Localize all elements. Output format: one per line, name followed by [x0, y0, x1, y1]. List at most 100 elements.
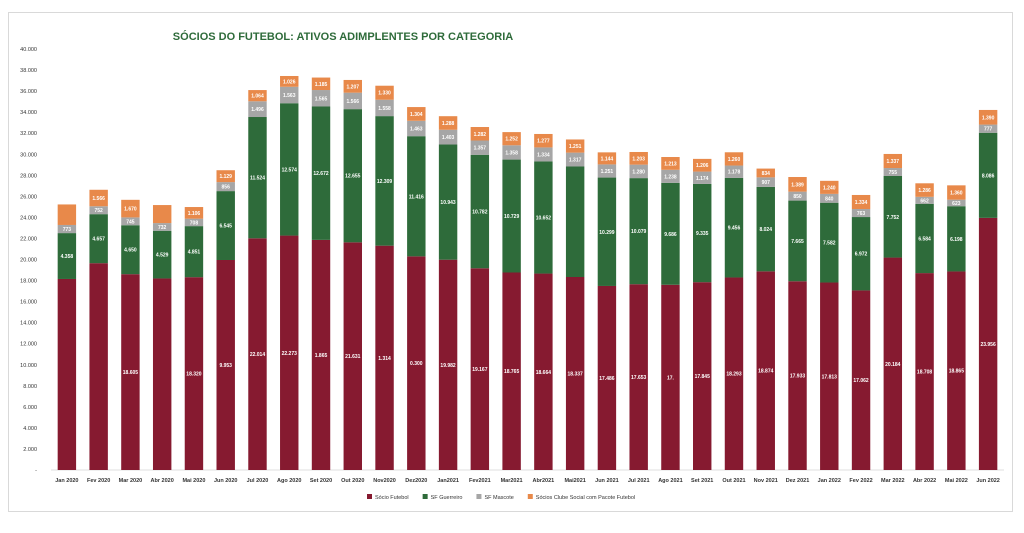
bar-segment: [438, 116, 458, 130]
bar-segment: [820, 202, 839, 283]
bar-segment: [438, 259, 458, 470]
data-label: 9.335: [696, 231, 709, 237]
bar-segment: [248, 238, 267, 470]
bar-stack: 22.014 11.524 1.496 1.064: [248, 90, 267, 470]
bar-segment: [248, 90, 267, 102]
data-label: 12.655: [345, 174, 361, 180]
bar-stack: 18.337 1.317 1.251: [565, 139, 585, 470]
data-label: 1.389: [791, 182, 804, 188]
x-axis: Jan 2020 Fev 2020 Mar 2020 Abr 2020 Mai 2020…: [55, 478, 1000, 484]
legend-label: Sócio Futebol: [375, 495, 409, 501]
data-label: 20.184: [885, 362, 901, 368]
data-label: 7.665: [791, 239, 804, 245]
data-label: 1.463: [410, 126, 423, 132]
data-label: 19.167: [472, 367, 488, 373]
data-label: 1.064: [251, 94, 264, 100]
data-label: 11.416: [409, 194, 424, 200]
data-label: 1.334: [537, 152, 550, 158]
bar-segment: [851, 194, 871, 210]
bar-segment: [89, 189, 108, 207]
category-label: Mai2021: [564, 478, 585, 484]
data-label: 10.079: [631, 229, 647, 235]
data-label: 856: [222, 185, 231, 191]
y-tick-label: 20.000: [20, 258, 37, 264]
bar-segment: [470, 140, 490, 155]
category-label: Jul 2020: [247, 478, 269, 484]
bar-segment: [57, 224, 77, 234]
data-label: 773: [63, 227, 72, 233]
bar-segment: [788, 281, 807, 470]
data-label: 18.874: [758, 369, 774, 375]
data-label: 10.299: [599, 230, 615, 236]
data-label: 1.670: [124, 207, 137, 213]
data-label: 17.845: [695, 374, 711, 380]
data-label: 1.277: [537, 139, 550, 145]
bar-segment: [756, 186, 775, 272]
category-label: Jul 2021: [628, 478, 650, 484]
bar-segment: [883, 175, 903, 258]
data-label: 18.664: [536, 370, 552, 376]
bar-segment: [756, 177, 775, 187]
bar-segment: [470, 154, 490, 269]
data-label: 10.943: [440, 200, 456, 206]
y-tick-label: 12.000: [20, 342, 37, 348]
legend-swatch: [476, 494, 482, 499]
bar-stack: 17.845 9.335 1.174 1.206: [693, 158, 712, 470]
bar-stack: 17.062 6.972 763 1.334: [851, 194, 871, 470]
data-label: 11.524: [250, 176, 265, 182]
category-label: Nov 2021: [754, 478, 778, 484]
data-label: 1.360: [950, 190, 963, 196]
y-tick-label: 22.000: [20, 236, 37, 242]
y-tick-label: 32.000: [20, 131, 37, 137]
data-label: 4.851: [188, 250, 201, 256]
bar-stack: 18.708 6.584 662 1.286: [915, 183, 934, 470]
y-tick-label: 6.000: [23, 405, 37, 411]
legend-swatch: [367, 494, 372, 499]
data-label: 0.300: [410, 361, 423, 367]
category-label: Jan 2020: [55, 478, 78, 484]
data-label: 18.865: [949, 369, 965, 375]
bar-segment: [89, 206, 108, 215]
bar-segment: [947, 199, 966, 207]
bar-segment: [152, 223, 172, 231]
bar-stack: 19.982 10.943 1.403 1.288: [438, 116, 458, 470]
data-label: 1.026: [283, 79, 296, 85]
bar-stack: 19.167 10.782 1.357 1.282: [470, 127, 490, 470]
bar-segment: [470, 127, 490, 141]
data-label: 1.563: [283, 93, 296, 99]
y-tick-label: 30.000: [20, 152, 37, 158]
data-label: 1.129: [219, 174, 232, 180]
chart-frame: SÓCIOS DO FUTEBOL: ATIVOS ADIMPLENTES PO…: [8, 12, 1013, 512]
data-label: 7.582: [823, 241, 836, 247]
bar-segment: [407, 256, 426, 470]
data-label: 1.865: [315, 353, 328, 359]
bar-segment: [915, 196, 934, 204]
bar-segment: [947, 185, 966, 200]
bar-segment: [534, 147, 553, 162]
category-label: Abr2021: [533, 478, 555, 484]
bar-stack: 22.273 12.574 1.563 1.026: [280, 75, 299, 470]
data-label: 1.565: [315, 96, 328, 102]
bar-segment: [311, 77, 331, 91]
bar-segment: [883, 257, 903, 470]
bar-segment: [756, 271, 775, 470]
bar-segment: [915, 183, 934, 197]
data-label: 1.317: [569, 158, 582, 164]
bar-segment: [661, 157, 680, 170]
data-label: 23.956: [980, 342, 996, 348]
data-label: 4.358: [61, 254, 74, 260]
bar-segment: [788, 200, 807, 282]
data-label: 1.286: [918, 188, 931, 194]
y-tick-label: 28.000: [20, 173, 37, 179]
bar-segment: [661, 284, 680, 470]
bar-segment: [629, 178, 648, 285]
y-tick-label: 34.000: [20, 110, 37, 116]
bar-segment: [280, 103, 299, 236]
bar-stack: 18.865 6.198 623 1.360: [947, 185, 966, 470]
bar-segment: [216, 170, 235, 183]
bar-segment: [724, 152, 744, 166]
bar-segment: [121, 274, 140, 470]
bar-segment: [152, 205, 172, 224]
category-label: Ago 2021: [658, 478, 682, 484]
bar-segment: [407, 107, 426, 121]
